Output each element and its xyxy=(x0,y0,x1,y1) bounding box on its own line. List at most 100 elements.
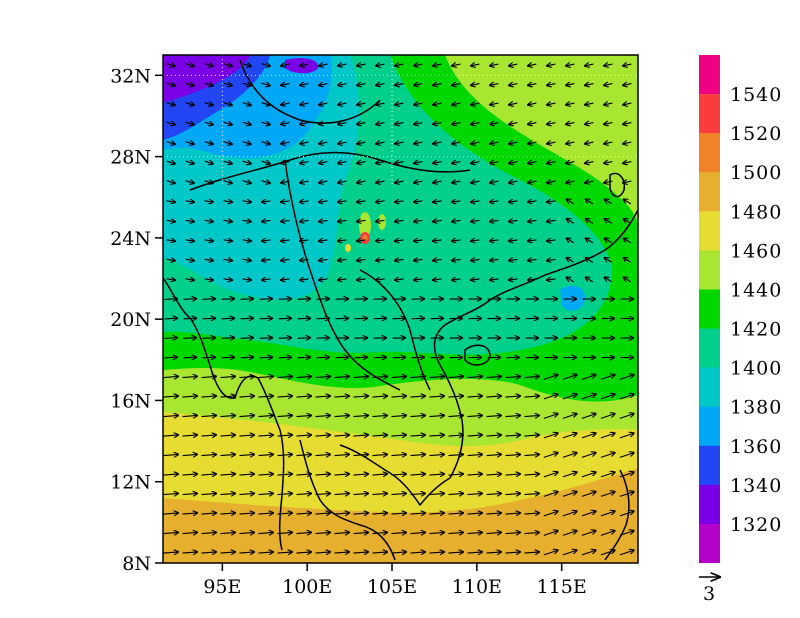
wind-vector xyxy=(220,493,236,494)
colorbar-label: 1500 xyxy=(730,162,782,184)
wind-vector xyxy=(566,238,575,244)
wind-vector xyxy=(490,142,499,144)
field-hotspot xyxy=(345,212,386,252)
wind-vector xyxy=(486,552,502,553)
wind-vector xyxy=(319,240,328,241)
wind-vector xyxy=(395,220,404,221)
wind-vector xyxy=(452,142,461,144)
wind-vector xyxy=(467,376,483,377)
wind-vector xyxy=(619,472,634,478)
wind-vector xyxy=(166,201,176,202)
wind-vector xyxy=(524,454,540,455)
wind-vector xyxy=(581,531,596,536)
wind-vector xyxy=(395,123,404,125)
wind-vector xyxy=(319,162,328,164)
wind-vector xyxy=(414,201,423,202)
wind-vector xyxy=(543,492,558,497)
wind-vector xyxy=(296,396,312,397)
wind-vector xyxy=(619,394,634,400)
wind-vector xyxy=(581,414,596,419)
wind-vector xyxy=(204,161,214,164)
wind-vector xyxy=(600,472,615,478)
wind-vector xyxy=(376,123,385,125)
wind-vector xyxy=(391,376,407,377)
wind-vector xyxy=(164,318,178,319)
wind-vector xyxy=(547,181,556,183)
wind-vector xyxy=(262,220,271,221)
wind-vector xyxy=(163,415,179,416)
wind-vector xyxy=(600,492,615,497)
wind-vector xyxy=(163,474,179,475)
wind-vector xyxy=(528,64,537,66)
wind-vector xyxy=(509,279,518,280)
wind-vector xyxy=(467,435,483,436)
wind-vector xyxy=(524,396,540,397)
wind-vector xyxy=(372,493,388,494)
coast-hainan xyxy=(464,344,491,366)
wind-vector xyxy=(509,240,518,241)
wind-vector xyxy=(281,103,290,105)
wind-vector xyxy=(297,338,311,339)
y-tick-label: 16N xyxy=(110,390,151,412)
wind-vector xyxy=(261,161,271,164)
wind-vector xyxy=(163,454,179,455)
wind-vector xyxy=(202,299,216,300)
wind-vector xyxy=(338,123,347,125)
wind-vector xyxy=(204,220,214,221)
colorbar-swatch xyxy=(699,133,720,173)
wind-vector xyxy=(204,64,214,67)
colorbar-swatch xyxy=(699,484,720,525)
wind-vector xyxy=(528,201,537,202)
wind-vector xyxy=(391,493,407,494)
wind-vector xyxy=(239,474,255,475)
colorbar-label: 1400 xyxy=(730,358,782,380)
wind-vector xyxy=(182,513,198,514)
wind-vector xyxy=(410,513,426,514)
wind-vector xyxy=(414,162,423,164)
wind-vector xyxy=(300,201,309,202)
wind-vector xyxy=(353,435,369,436)
wind-vector xyxy=(562,550,577,556)
wind-vector xyxy=(505,396,521,397)
wind-vector xyxy=(185,103,195,106)
wind-vector xyxy=(201,474,217,475)
wind-vector xyxy=(623,162,632,164)
y-tick-label: 8N xyxy=(122,553,151,575)
wind-vector xyxy=(414,103,423,105)
wind-vector xyxy=(277,376,293,377)
wind-vector xyxy=(242,259,252,260)
wind-vector xyxy=(471,64,480,66)
wind-vector xyxy=(429,552,445,553)
wind-vector xyxy=(414,181,423,183)
wind-vector xyxy=(202,318,216,319)
wind-vector xyxy=(585,123,594,125)
wind-vector xyxy=(581,433,596,439)
wind-vector xyxy=(490,181,499,183)
wind-vector xyxy=(467,454,483,455)
wind-vector xyxy=(357,123,366,125)
wind-vector xyxy=(509,64,518,66)
wind-vector xyxy=(372,435,388,436)
wind-vector xyxy=(410,376,426,377)
wind-vector xyxy=(524,513,540,514)
wind-vector xyxy=(353,396,369,397)
wind-vector xyxy=(452,84,461,86)
wind-vector xyxy=(490,240,499,241)
wind-vector xyxy=(566,219,575,224)
wind-vector xyxy=(261,64,271,67)
wind-vector xyxy=(242,161,252,164)
wind-vector xyxy=(452,201,461,202)
wind-vector xyxy=(410,552,426,553)
field-patch-1380-east xyxy=(560,285,585,311)
x-tick-label: 95E xyxy=(203,576,241,598)
wind-vector xyxy=(505,376,521,377)
wind-vector xyxy=(353,532,369,533)
wind-vector xyxy=(486,396,502,397)
colorbar-label: 1380 xyxy=(730,397,782,419)
wind-vector xyxy=(414,64,423,66)
wind-vectors xyxy=(163,64,635,556)
wind-vector xyxy=(524,435,540,436)
wind-vector xyxy=(201,435,217,436)
wind-vector xyxy=(315,435,331,436)
wind-vector xyxy=(338,103,347,105)
